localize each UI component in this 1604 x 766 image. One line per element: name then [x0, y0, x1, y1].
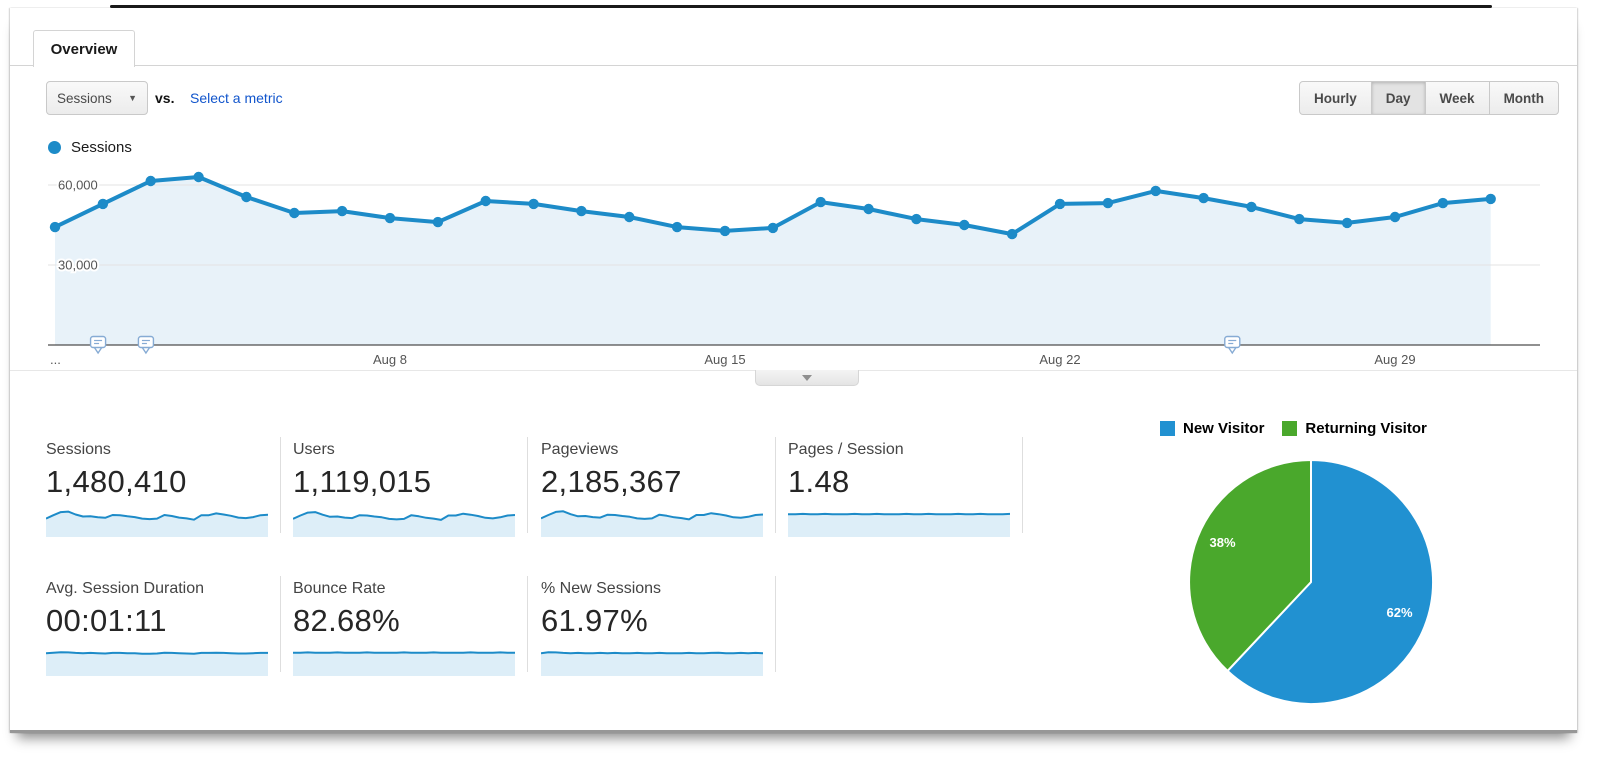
metric-card-users: Users 1,119,015	[293, 441, 525, 537]
tab-overview-label: Overview	[50, 40, 118, 58]
granularity-button-group: Hourly Day Week Month	[1299, 81, 1560, 115]
svg-text:60,000: 60,000	[58, 178, 98, 193]
pie-slice-label: 38%	[1209, 535, 1235, 550]
metric-sparkline	[293, 651, 515, 676]
metric-card-pages-per-session: Pages / Session 1.48	[788, 441, 1020, 537]
annotation-icon[interactable]	[1224, 335, 1241, 355]
svg-text:Aug 22: Aug 22	[1039, 352, 1080, 367]
metric-value: 1.48	[788, 464, 850, 499]
metric-sparkline	[293, 511, 515, 537]
metric-select-value: Sessions	[57, 90, 112, 106]
card-divider	[527, 437, 528, 533]
chevron-down-icon	[802, 374, 812, 381]
pie-legend: New Visitor Returning Visitor	[1160, 420, 1427, 437]
card-divider	[280, 437, 281, 533]
granularity-button-month[interactable]: Month	[1488, 81, 1560, 115]
metric-label: Avg. Session Duration	[46, 580, 205, 597]
tab-bar-divider	[10, 65, 1577, 66]
metric-card-pageviews: Pageviews 2,185,367	[541, 441, 773, 537]
pie-slice[interactable]	[1226, 458, 1435, 705]
metric-sparkline	[541, 651, 763, 676]
sessions-line-chart[interactable]: 30,000 60,000... Aug 8 Aug 15 Aug 22 Aug 29	[10, 163, 1577, 378]
card-divider	[280, 576, 281, 672]
metric-label: % New Sessions	[541, 580, 662, 597]
tab-overview[interactable]: Overview	[33, 30, 135, 68]
card-divider	[527, 576, 528, 672]
svg-text:Aug 29: Aug 29	[1374, 352, 1415, 367]
metric-sparkline	[788, 512, 1010, 537]
metric-label: Sessions	[46, 441, 111, 458]
card-divider	[775, 437, 776, 533]
metric-card-sessions: Sessions 1,480,410	[46, 441, 278, 537]
new-visitor-swatch	[1160, 421, 1175, 436]
card-divider	[1022, 437, 1023, 533]
pie-legend-item-returning-visitor: Returning Visitor	[1282, 420, 1427, 437]
pie-legend-label: New Visitor	[1183, 420, 1265, 437]
metric-value: 61.97%	[541, 603, 648, 638]
chevron-down-icon: ▼	[128, 93, 137, 103]
metric-label: Users	[293, 441, 335, 458]
metric-select-dropdown[interactable]: Sessions ▼	[46, 81, 148, 115]
card-divider	[775, 576, 776, 672]
metric-label: Pageviews	[541, 441, 619, 458]
metric-value: 2,185,367	[541, 464, 682, 499]
select-a-metric-link[interactable]: Select a metric	[190, 90, 283, 106]
vs-label: vs.	[155, 90, 175, 106]
metric-card-bounce-rate: Bounce Rate 82.68%	[293, 580, 525, 676]
returning-visitor-swatch	[1282, 421, 1298, 436]
pie-slice[interactable]	[1188, 458, 1312, 673]
metric-sparkline	[541, 510, 763, 537]
metric-card-pct-new-sessions: % New Sessions 61.97%	[541, 580, 773, 676]
metric-value: 00:01:11	[46, 603, 167, 638]
granularity-button-week[interactable]: Week	[1424, 81, 1490, 115]
pie-legend-label: Returning Visitor	[1305, 420, 1427, 437]
visitor-type-pie-chart[interactable]: 62% 38%	[1167, 438, 1457, 728]
svg-text:Aug 8: Aug 8	[373, 352, 407, 367]
metric-value: 1,119,015	[293, 464, 432, 499]
sessions-legend-dot	[48, 141, 61, 154]
metric-label: Pages / Session	[788, 441, 904, 458]
svg-text:30,000: 30,000	[58, 258, 98, 273]
granularity-button-hourly[interactable]: Hourly	[1299, 81, 1372, 115]
chart-collapse-button[interactable]	[755, 370, 859, 386]
metric-value: 82.68%	[293, 603, 400, 638]
analytics-overview-panel: Overview Sessions ▼ vs. Select a metric …	[10, 5, 1577, 733]
svg-text:Aug 15: Aug 15	[704, 352, 745, 367]
metric-sparkline	[46, 510, 268, 537]
metric-sparkline	[46, 651, 268, 676]
pie-slice-label: 62%	[1386, 605, 1412, 620]
metric-label: Bounce Rate	[293, 580, 386, 597]
metric-value: 1,480,410	[46, 464, 187, 499]
metric-card-avg-session-duration: Avg. Session Duration 00:01:11	[46, 580, 278, 676]
pie-legend-item-new-visitor: New Visitor	[1160, 420, 1264, 437]
annotation-icon[interactable]	[137, 335, 155, 355]
annotation-icon[interactable]	[89, 335, 107, 355]
granularity-button-day[interactable]: Day	[1370, 81, 1426, 115]
chart-legend: Sessions	[48, 139, 132, 156]
svg-text:...: ...	[50, 352, 61, 367]
chart-legend-label: Sessions	[71, 139, 132, 156]
